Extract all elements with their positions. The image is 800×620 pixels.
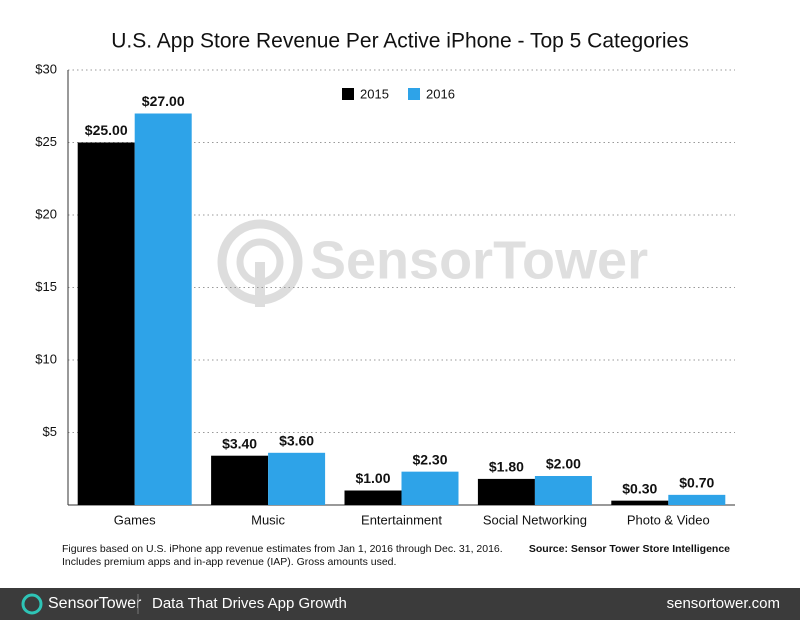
x-tick-label: Photo & Video (627, 512, 710, 527)
bar (344, 490, 402, 505)
y-tick-label: $5 (43, 424, 57, 439)
value-label: $25.00 (85, 122, 128, 138)
footer-bar (0, 588, 800, 620)
chart-title: U.S. App Store Revenue Per Active iPhone… (111, 30, 688, 53)
note: Includes premium apps and in-app revenue… (62, 556, 396, 568)
bar (611, 500, 669, 505)
value-label: $1.00 (355, 470, 390, 486)
value-label: $2.30 (412, 451, 447, 467)
legend-label: 2015 (360, 86, 389, 101)
watermark-text: SensorTower (310, 230, 648, 290)
value-label: $3.40 (222, 435, 257, 451)
x-tick-label: Entertainment (361, 512, 442, 527)
bar (534, 476, 592, 505)
footer-url: sensortower.com (667, 595, 780, 612)
footer-logo (21, 593, 43, 615)
x-tick-label: Music (251, 512, 285, 527)
bar (668, 494, 726, 505)
value-label: $2.00 (546, 456, 581, 472)
value-label: $0.70 (679, 475, 714, 491)
value-label: $1.80 (489, 459, 524, 475)
footer-tagline: Data That Drives App Growth (152, 595, 347, 612)
bar (211, 455, 269, 505)
x-tick-label: Social Networking (483, 512, 587, 527)
value-label: $3.60 (279, 433, 314, 449)
footer-brand: SensorTower (48, 595, 142, 612)
watermark: SensorTower (217, 219, 648, 307)
note: Figures based on U.S. iPhone app revenue… (62, 543, 503, 555)
value-label: $0.30 (622, 480, 657, 496)
y-tick-label: $30 (35, 61, 57, 76)
bar (77, 142, 135, 505)
y-tick-label: $15 (35, 279, 57, 294)
y-tick-label: $10 (35, 351, 57, 366)
y-tick-label: $25 (35, 134, 57, 149)
legend-label: 2016 (426, 86, 455, 101)
bar (401, 471, 459, 505)
bar (268, 452, 326, 505)
x-tick-label: Games (114, 512, 156, 527)
bar (134, 113, 192, 505)
legend-swatch (342, 88, 354, 100)
value-label: $27.00 (142, 93, 185, 109)
bar (477, 478, 535, 505)
source: Source: Sensor Tower Store Intelligence (529, 543, 730, 555)
y-tick-label: $20 (35, 206, 57, 221)
legend-swatch (408, 88, 420, 100)
